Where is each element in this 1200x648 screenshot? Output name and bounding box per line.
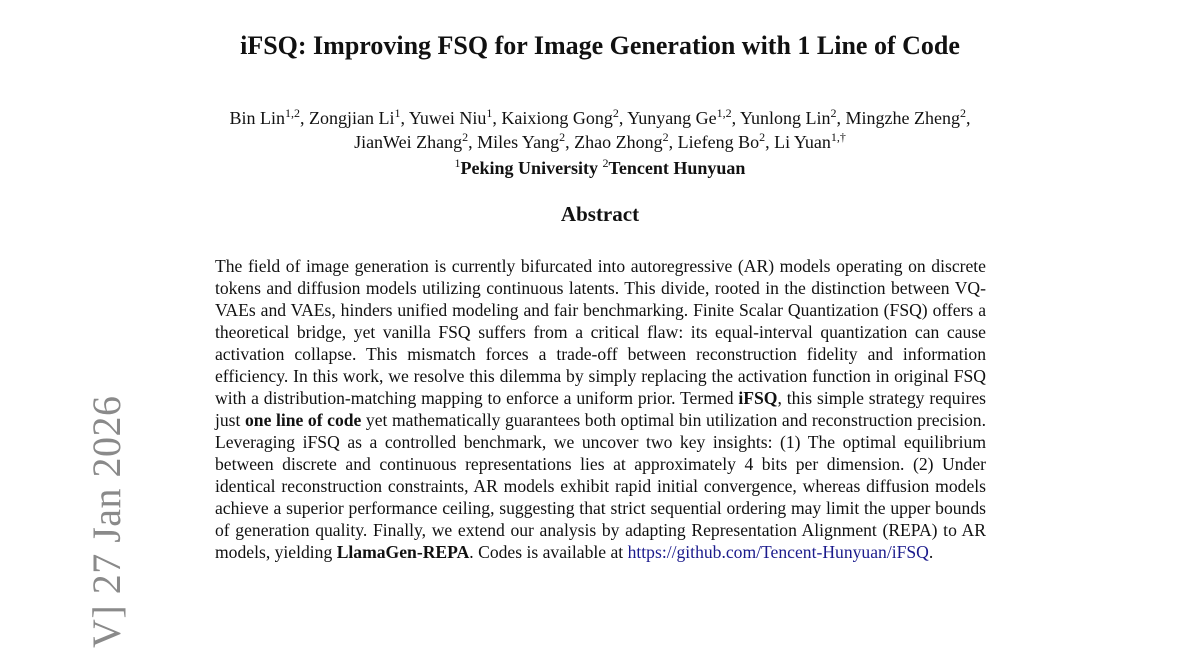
abstract-body: The field of image generation is current… <box>215 255 986 563</box>
affiliations: 1Peking University 2Tencent Hunyuan <box>0 156 1200 180</box>
arxiv-side-stamp: V] 27 Jan 2026 <box>84 395 129 648</box>
affiliation-mark: 2 <box>602 156 609 170</box>
author-affiliation-mark: 1 <box>486 106 493 120</box>
abstract-text: yet mathematically guarantees both optim… <box>215 410 987 562</box>
author-affiliation-mark: 2 <box>612 106 619 120</box>
author-name: JianWei Zhang <box>354 132 463 152</box>
author-affiliation-mark: 2 <box>830 106 837 120</box>
author-affiliation-mark: 1,2 <box>285 106 301 120</box>
author-name: Li Yuan <box>774 132 831 152</box>
abstract-emphasis-one-line: one line of code <box>245 410 362 430</box>
author-name: Liefeng Bo <box>677 132 760 152</box>
author-name: Kaixiong Gong <box>501 108 613 128</box>
author-list: Bin Lin1,2, Zongjian Li1, Yuwei Niu1, Ka… <box>229 106 971 152</box>
author-affiliation-mark: 2 <box>462 130 469 144</box>
code-link[interactable]: https://github.com/Tencent-Hunyuan/iFSQ <box>627 542 929 562</box>
abstract-text: The field of image generation is current… <box>215 256 986 408</box>
abstract-emphasis-ifsq: iFSQ <box>738 388 778 408</box>
author-name: Zhao Zhong <box>574 132 663 152</box>
abstract-emphasis-llamagen-repa: LlamaGen-REPA <box>336 542 470 562</box>
affiliation-name: Peking University <box>460 158 599 178</box>
author-affiliation-mark: 2 <box>662 130 669 144</box>
author-name: Miles Yang <box>477 132 560 152</box>
author-name: Bin Lin <box>229 108 286 128</box>
abstract-text: . <box>928 542 934 562</box>
author-affiliation-mark: 2 <box>960 106 966 120</box>
abstract-heading: Abstract <box>560 202 640 226</box>
abstract-text: . Codes is available at <box>469 542 628 562</box>
author-affiliation-mark: 2 <box>759 130 766 144</box>
author-affiliation-mark: 1 <box>394 106 401 120</box>
author-affiliation-mark: 2 <box>559 130 566 144</box>
author-name: Yuwei Niu <box>408 108 487 128</box>
author-affiliation-mark: 1,† <box>830 130 846 144</box>
author-name: Mingzhe Zheng <box>845 108 960 128</box>
paper-title: iFSQ: Improving FSQ for Image Generation… <box>240 31 960 60</box>
author-name: Yunlong Lin <box>740 108 831 128</box>
affiliation-mark: 1 <box>454 156 461 170</box>
affiliation-name: Tencent Hunyuan <box>608 158 746 178</box>
author-name: Zongjian Li <box>309 108 395 128</box>
author-affiliation-mark: 1,2 <box>716 106 732 120</box>
author-name: Yunyang Ge <box>627 108 717 128</box>
abstract-text: , this simple strategy requires just <box>215 388 986 430</box>
